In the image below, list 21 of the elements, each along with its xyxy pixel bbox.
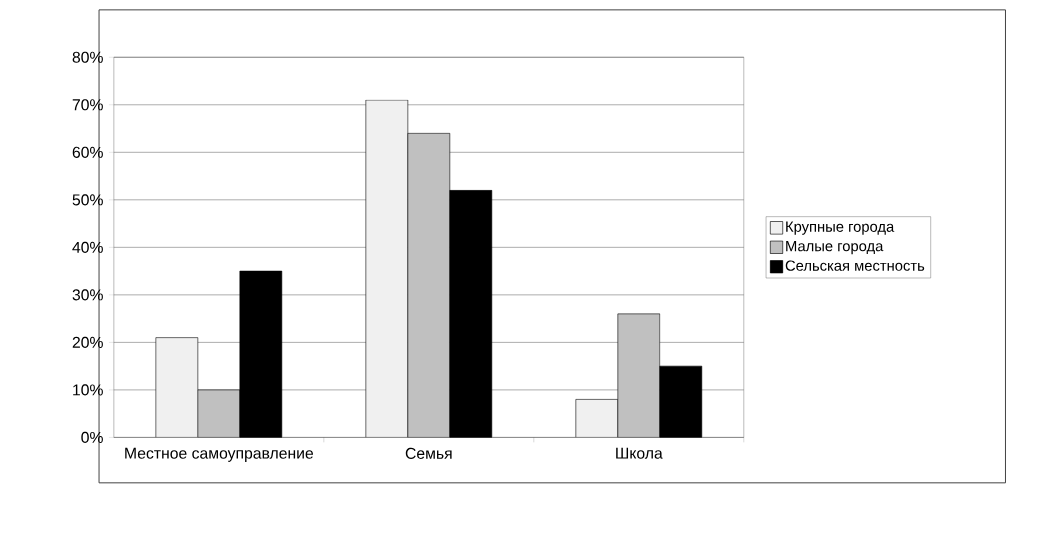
x-tick-label: Местное самоуправление <box>125 447 314 462</box>
y-tick-label: 30% <box>72 289 103 301</box>
y-tick-label: 70% <box>72 99 103 111</box>
bar <box>365 99 409 438</box>
x-tick-label: Школа <box>616 447 663 459</box>
bar <box>575 399 619 438</box>
bar <box>155 337 199 438</box>
y-tick-label: 40% <box>72 241 103 253</box>
legend-label: Сельская местность <box>785 260 925 271</box>
y-tick-label: 80% <box>72 51 103 63</box>
y-tick-label: 60% <box>72 146 103 158</box>
bar <box>197 389 241 438</box>
legend-label: Малые города <box>786 241 884 255</box>
y-tick-label: 0% <box>81 431 103 444</box>
bar <box>407 133 451 438</box>
y-tick-label: 20% <box>72 336 103 348</box>
y-tick-label: 50% <box>72 194 103 206</box>
y-tick-label: 10% <box>73 384 103 396</box>
bar <box>617 313 661 438</box>
legend-label: Крупные города <box>786 221 895 235</box>
x-tick-label: Семья <box>405 447 452 459</box>
